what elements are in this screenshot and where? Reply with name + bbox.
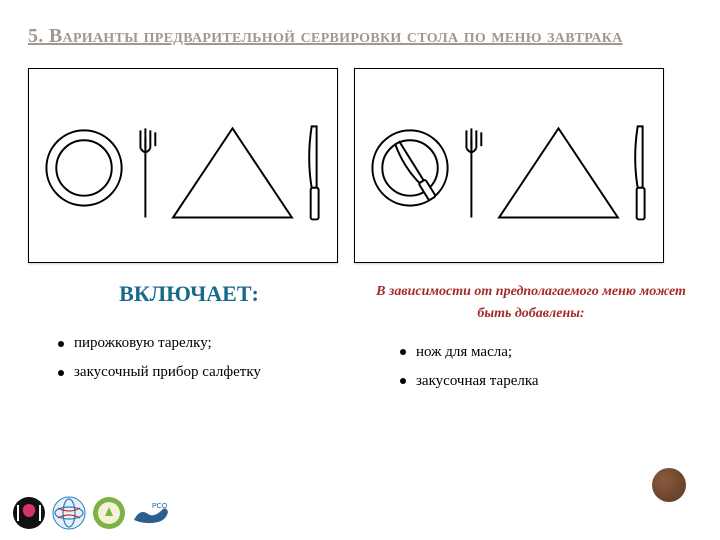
svg-text:PCO: PCO — [152, 503, 168, 510]
bullet-icon — [58, 341, 64, 347]
list-item: пирожковую тарелку; — [28, 335, 350, 352]
list-item-text: пирожковую тарелку; — [74, 335, 212, 352]
list-item: закусочный прибор салфетку — [28, 364, 350, 381]
bullet-icon — [400, 349, 406, 355]
left-header: ВКЛЮЧАЕТ: — [28, 281, 350, 307]
logo-icon — [52, 496, 86, 530]
diagram-variant-a — [28, 68, 338, 263]
decor-circle — [652, 468, 686, 502]
list-item: закусочная тарелка — [370, 373, 692, 390]
right-column: В зависимости от предполагаемого меню мо… — [370, 281, 692, 402]
bullet-icon — [400, 378, 406, 384]
page-title: 5. Варианты предварительной сервировки с… — [0, 0, 720, 50]
right-header: В зависимости от предполагаемого меню мо… — [370, 281, 692, 326]
list-item-text: закусочный прибор салфетку — [74, 364, 261, 381]
list-item-text: закусочная тарелка — [416, 373, 539, 390]
left-column: ВКЛЮЧАЕТ: пирожковую тарелку; закусочный… — [28, 281, 350, 402]
footer-logos: PCO — [12, 496, 170, 530]
columns: ВКЛЮЧАЕТ: пирожковую тарелку; закусочный… — [0, 263, 720, 402]
logo-icon: PCO — [132, 498, 170, 528]
bullet-icon — [58, 370, 64, 376]
logo-icon — [92, 496, 126, 530]
diagram-variant-b — [354, 68, 664, 263]
diagram-row — [0, 50, 720, 263]
logo-icon — [12, 496, 46, 530]
list-item: нож для масла; — [370, 344, 692, 361]
list-item-text: нож для масла; — [416, 344, 512, 361]
